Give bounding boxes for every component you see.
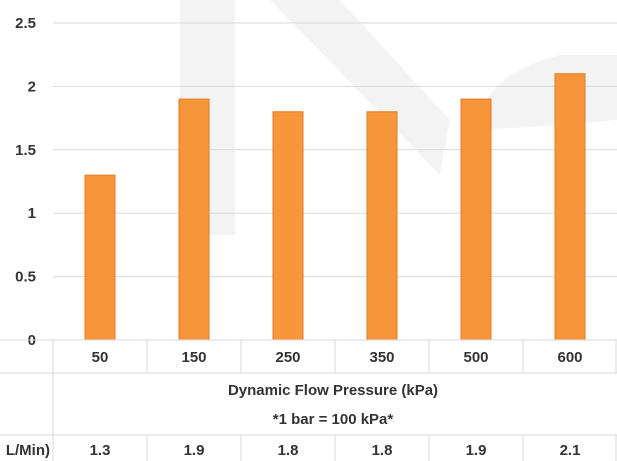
- x-axis-note: *1 bar = 100 kPa*: [273, 411, 394, 428]
- bar-50: [84, 174, 116, 341]
- y-tick-label: 0.5: [15, 269, 36, 286]
- x-tick-label-600: 600: [557, 349, 582, 366]
- table-cell-value: 1.3: [90, 442, 111, 459]
- bar-600: [554, 73, 586, 341]
- y-tick-label: 2: [28, 78, 36, 95]
- y-tick-label: 2.5: [15, 15, 36, 32]
- table-cell-value: 1.8: [278, 442, 299, 459]
- x-tick-label-250: 250: [275, 349, 300, 366]
- x-axis-title: Dynamic Flow Pressure (kPa): [228, 382, 438, 399]
- table-cell-value: 1.9: [466, 442, 487, 459]
- table-cell-value: 1.9: [184, 442, 205, 459]
- y-tick-label: 1.5: [15, 142, 36, 159]
- data-table: 1.3 1.9 1.8 1.8 1.9 2.1: [0, 339, 617, 461]
- bar-150: [178, 98, 210, 341]
- table-cell-value: 1.8: [372, 442, 393, 459]
- bar-500: [460, 98, 492, 341]
- x-axis-tick-labels: 50 150 250 350 500 600: [92, 349, 583, 366]
- x-tick-label-350: 350: [369, 349, 394, 366]
- x-tick-label-150: 150: [181, 349, 206, 366]
- table-cell-value: 2.1: [560, 442, 581, 459]
- watermark-stroke-diagonal: [270, 0, 450, 175]
- bar-250: [272, 111, 304, 341]
- table-row-label: L/Min): [6, 442, 50, 459]
- bar-350: [366, 111, 398, 341]
- bar-series: [84, 73, 586, 341]
- x-tick-label-50: 50: [92, 349, 109, 366]
- watermark-logo: [180, 0, 617, 235]
- y-axis-tick-labels: 00.511.522.5: [15, 15, 36, 349]
- y-tick-label: 1: [28, 205, 36, 222]
- x-tick-label-500: 500: [463, 349, 488, 366]
- watermark-stroke-curve: [480, 55, 617, 130]
